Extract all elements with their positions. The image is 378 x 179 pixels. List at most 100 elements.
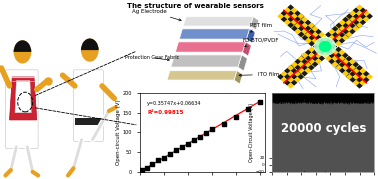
Polygon shape (356, 71, 363, 77)
Polygon shape (305, 25, 311, 31)
Polygon shape (349, 71, 356, 77)
Polygon shape (308, 64, 315, 70)
Polygon shape (284, 7, 291, 13)
Polygon shape (301, 28, 308, 34)
Polygon shape (339, 26, 345, 32)
Point (257, 101, 263, 103)
Polygon shape (349, 77, 356, 83)
Polygon shape (325, 55, 332, 61)
Polygon shape (291, 25, 298, 31)
Y-axis label: Open-Circuit Voltage (V): Open-Circuit Voltage (V) (249, 103, 254, 162)
Polygon shape (342, 58, 349, 64)
Polygon shape (277, 74, 284, 80)
Polygon shape (291, 19, 297, 25)
Polygon shape (298, 31, 305, 37)
Circle shape (14, 40, 31, 64)
Circle shape (81, 38, 99, 62)
FancyBboxPatch shape (5, 70, 38, 149)
Point (144, 166, 150, 169)
Polygon shape (352, 20, 359, 25)
Polygon shape (332, 26, 339, 32)
Polygon shape (315, 29, 322, 35)
Point (149, 163, 155, 166)
Polygon shape (308, 35, 315, 41)
Polygon shape (287, 4, 294, 10)
Polygon shape (349, 59, 356, 65)
Polygon shape (308, 23, 314, 28)
Polygon shape (294, 16, 301, 22)
Point (197, 136, 203, 138)
Polygon shape (298, 32, 305, 38)
Polygon shape (294, 71, 301, 76)
Polygon shape (353, 7, 359, 13)
Polygon shape (336, 23, 342, 28)
Polygon shape (311, 26, 318, 32)
Polygon shape (349, 71, 356, 76)
Polygon shape (305, 32, 311, 38)
Text: y=0.35747x+0.06634: y=0.35747x+0.06634 (147, 101, 202, 106)
Polygon shape (359, 13, 366, 19)
Polygon shape (183, 17, 253, 26)
Polygon shape (342, 23, 349, 28)
Text: PET film: PET film (250, 23, 272, 32)
Polygon shape (359, 74, 366, 80)
Polygon shape (346, 13, 353, 19)
Polygon shape (359, 7, 366, 13)
Wedge shape (14, 40, 31, 52)
Polygon shape (294, 71, 301, 77)
Polygon shape (284, 19, 291, 25)
Polygon shape (291, 13, 297, 19)
Polygon shape (297, 74, 304, 80)
Polygon shape (342, 59, 349, 65)
Polygon shape (342, 29, 349, 35)
Polygon shape (363, 10, 370, 16)
Polygon shape (316, 47, 322, 52)
Polygon shape (308, 58, 315, 64)
Polygon shape (363, 77, 370, 83)
Polygon shape (342, 17, 349, 23)
Polygon shape (345, 55, 352, 61)
Polygon shape (171, 55, 242, 67)
Text: FD-BTO/PVDF: FD-BTO/PVDF (243, 38, 279, 47)
Point (209, 128, 215, 131)
Polygon shape (308, 41, 315, 47)
Polygon shape (335, 29, 342, 35)
Polygon shape (322, 41, 328, 47)
Polygon shape (298, 68, 305, 74)
Polygon shape (280, 77, 287, 83)
Polygon shape (335, 35, 342, 41)
Polygon shape (342, 65, 349, 71)
Polygon shape (325, 38, 331, 44)
Polygon shape (345, 56, 352, 62)
Polygon shape (287, 77, 294, 83)
Polygon shape (298, 14, 305, 20)
Polygon shape (287, 22, 294, 28)
Polygon shape (335, 58, 342, 64)
Polygon shape (301, 65, 308, 71)
Polygon shape (167, 71, 237, 80)
Polygon shape (356, 77, 363, 83)
Point (161, 156, 167, 159)
Polygon shape (335, 52, 342, 58)
Polygon shape (345, 62, 352, 68)
Polygon shape (342, 52, 349, 58)
Polygon shape (339, 55, 345, 61)
Point (173, 148, 179, 151)
Polygon shape (356, 65, 363, 71)
Polygon shape (284, 13, 291, 19)
Polygon shape (280, 71, 287, 77)
Polygon shape (345, 31, 352, 37)
Polygon shape (298, 74, 305, 79)
Polygon shape (332, 50, 339, 55)
Polygon shape (353, 19, 359, 25)
Polygon shape (345, 68, 352, 74)
Polygon shape (287, 71, 294, 77)
Polygon shape (353, 13, 359, 19)
Polygon shape (288, 23, 294, 28)
Polygon shape (294, 23, 301, 28)
Text: Protection Gear Fabric: Protection Gear Fabric (125, 55, 180, 61)
Polygon shape (339, 50, 345, 55)
Polygon shape (356, 4, 363, 10)
Polygon shape (336, 65, 342, 71)
Polygon shape (322, 36, 328, 41)
